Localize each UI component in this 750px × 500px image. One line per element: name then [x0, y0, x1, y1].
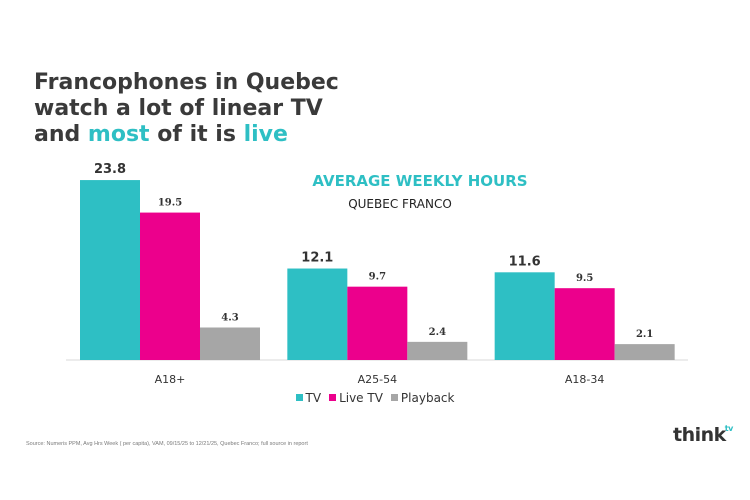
legend-swatch — [295, 394, 303, 401]
headline-accent-live: live — [243, 122, 288, 147]
bar-playback-a25-54 — [407, 341, 468, 360]
bar-playback-a18-34 — [614, 344, 675, 360]
chart-title: AVERAGE WEEKLY HOURS — [312, 172, 528, 190]
logo-superscript: tv — [724, 423, 734, 433]
data-label-playback-a18+: 4.3 — [221, 312, 238, 323]
headline-line-3: and most of it is live — [34, 122, 339, 148]
headline-accent-most: most — [87, 122, 150, 147]
chart-legend: TV Live TV Playback — [0, 391, 750, 405]
bar-playback-a18+ — [200, 327, 260, 360]
headline: Francophones in Quebec watch a lot of li… — [34, 70, 339, 148]
data-label-tv-a18+: 23.8 — [94, 162, 126, 177]
bar-tv-a18-34 — [494, 272, 555, 360]
legend-label: Playback — [400, 391, 455, 405]
legend-label: Live TV — [339, 391, 383, 405]
x-tick-label: A18-34 — [565, 373, 605, 386]
data-label-playback-a25-54: 2.4 — [429, 327, 446, 338]
legend-swatch — [329, 394, 337, 401]
data-label-playback-a18-34: 2.1 — [636, 329, 653, 340]
bar-live-tv-a25-54 — [347, 286, 408, 360]
legend-item: TV — [295, 391, 322, 405]
bar-tv-a25-54 — [287, 268, 348, 360]
data-label-live-tv-a25-54: 9.7 — [369, 272, 386, 283]
data-label-live-tv-a18-34: 9.5 — [576, 273, 593, 284]
bar-live-tv-a18-34 — [554, 288, 615, 360]
headline-text-of-it-is: of it is — [149, 122, 244, 147]
headline-line-2: watch a lot of linear TV — [34, 96, 323, 121]
headline-text-and: and — [34, 122, 88, 147]
data-label-tv-a18-34: 11.6 — [509, 254, 541, 269]
source-note: Source: Numeris PPM, Avg Hrs Week ( per … — [26, 441, 308, 447]
legend-item: Live TV — [329, 391, 383, 405]
chart-subtitle: QUEBEC FRANCO — [348, 197, 452, 211]
think-tv-logo: thinktv — [673, 424, 733, 446]
data-label-live-tv-a18+: 19.5 — [158, 198, 182, 209]
headline-line-1: Francophones in Quebec — [34, 70, 339, 95]
logo-text: think — [673, 424, 726, 446]
legend-swatch — [390, 394, 398, 401]
x-tick-label: A18+ — [155, 373, 186, 386]
data-label-tv-a25-54: 12.1 — [301, 251, 333, 266]
x-tick-label: A25-54 — [358, 373, 398, 386]
bar-live-tv-a18+ — [140, 212, 200, 360]
legend-item: Playback — [390, 391, 455, 405]
bar-tv-a18+ — [80, 180, 140, 360]
legend-label: TV — [305, 391, 322, 405]
